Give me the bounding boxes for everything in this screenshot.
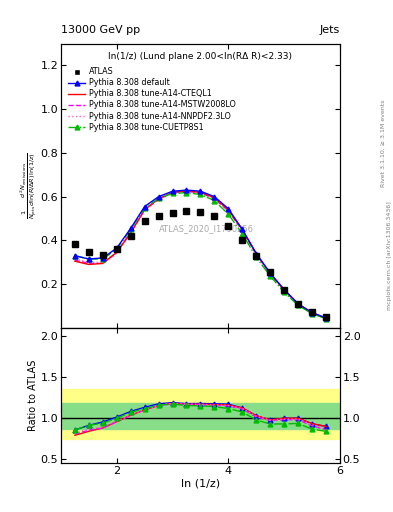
Legend: ATLAS, Pythia 8.308 default, Pythia 8.308 tune-A14-CTEQL1, Pythia 8.308 tune-A14: ATLAS, Pythia 8.308 default, Pythia 8.30…: [68, 68, 235, 132]
Text: mcplots.cern.ch [arXiv:1306.3436]: mcplots.cern.ch [arXiv:1306.3436]: [387, 202, 391, 310]
X-axis label: ln (1/z): ln (1/z): [181, 479, 220, 489]
Text: Rivet 3.1.10, ≥ 3.1M events: Rivet 3.1.10, ≥ 3.1M events: [381, 100, 386, 187]
Y-axis label: Ratio to ATLAS: Ratio to ATLAS: [28, 360, 38, 431]
Text: Jets: Jets: [320, 25, 340, 35]
Y-axis label: $\frac{1}{N_{\rm jets}}\frac{d^2 N_{\rm emissions}}{d\ln(R/\Delta R)\,\ln(1/z)}$: $\frac{1}{N_{\rm jets}}\frac{d^2 N_{\rm …: [18, 152, 39, 219]
Text: 13000 GeV pp: 13000 GeV pp: [61, 25, 140, 35]
Text: ATLAS_2020_I1790256: ATLAS_2020_I1790256: [158, 224, 253, 233]
Text: ln(1/z) (Lund plane 2.00<ln(RΔ R)<2.33): ln(1/z) (Lund plane 2.00<ln(RΔ R)<2.33): [108, 52, 292, 61]
